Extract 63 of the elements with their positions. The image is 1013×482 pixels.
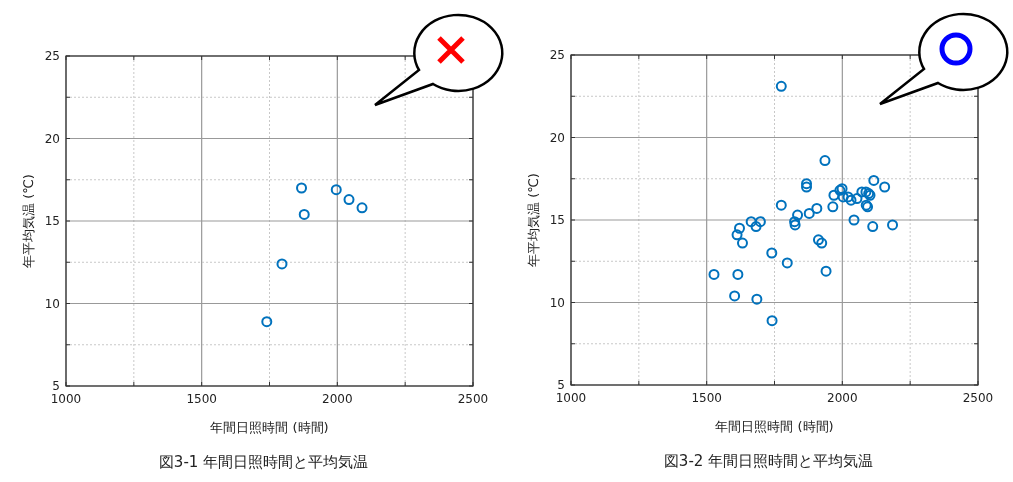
- y-tick-label: 25: [44, 49, 60, 63]
- point: [330, 184, 342, 196]
- y-tick-label: 15: [549, 213, 565, 227]
- point: [775, 80, 787, 92]
- y-axis-title: 年平均気温 (℃): [526, 173, 541, 267]
- point: [867, 221, 879, 233]
- point: [828, 189, 840, 201]
- point: [887, 219, 899, 231]
- x-tick-label: 1000: [50, 392, 82, 406]
- point: [766, 247, 778, 259]
- x-tick-label: 2000: [827, 391, 858, 405]
- point: [356, 202, 368, 214]
- point: [261, 316, 273, 328]
- point: [754, 216, 766, 228]
- text: 図3-2 年間日照時間と平均気温: [663, 452, 874, 470]
- y-tick-label: 5: [52, 379, 60, 393]
- point: [729, 290, 741, 302]
- point: [732, 268, 744, 280]
- point: [734, 222, 745, 234]
- x-tick-label: 2000: [322, 392, 353, 406]
- point: [708, 268, 720, 280]
- point: [745, 216, 757, 228]
- point: [775, 199, 787, 211]
- point: [296, 182, 308, 194]
- point: [860, 186, 872, 198]
- x-tick-label: 2500: [962, 391, 994, 405]
- point: [819, 155, 831, 167]
- y-tick-label: 25: [549, 48, 565, 62]
- point: [812, 234, 824, 246]
- point: [731, 229, 743, 241]
- point: [851, 193, 863, 205]
- point: [827, 201, 839, 213]
- y-tick-label: 20: [44, 131, 60, 146]
- point: [781, 257, 793, 269]
- point: [736, 237, 748, 249]
- x-axis-title: 年間日照時間 (時間): [715, 419, 834, 434]
- point: [751, 293, 763, 305]
- y-tick-label: 10: [44, 296, 60, 311]
- x-tick-label: 1500: [186, 392, 217, 406]
- point: [816, 237, 828, 249]
- point: [766, 315, 778, 327]
- point: [868, 174, 880, 186]
- point: [837, 191, 849, 203]
- y-tick-label: 15: [44, 214, 60, 228]
- point: [792, 209, 804, 221]
- point: [848, 214, 860, 226]
- x-tick-label: 1500: [691, 391, 722, 405]
- point: [343, 194, 355, 206]
- point: [298, 208, 310, 220]
- y-tick-label: 5: [557, 378, 565, 392]
- point: [803, 207, 815, 219]
- y-axis-title: 年平均気温 (℃): [21, 174, 36, 268]
- point: [879, 181, 891, 193]
- x-tick-label: 1000: [555, 391, 587, 405]
- point: [820, 265, 832, 277]
- x-tick-label: 2500: [457, 392, 489, 406]
- x-axis-title: 年間日照時間 (時間): [210, 420, 329, 435]
- point: [750, 221, 762, 233]
- y-tick-label: 10: [549, 295, 565, 310]
- point: [276, 258, 288, 270]
- y-tick-label: 20: [549, 130, 565, 145]
- point: [811, 202, 823, 214]
- text: 図3-1 年間日照時間と平均気温: [158, 453, 369, 471]
